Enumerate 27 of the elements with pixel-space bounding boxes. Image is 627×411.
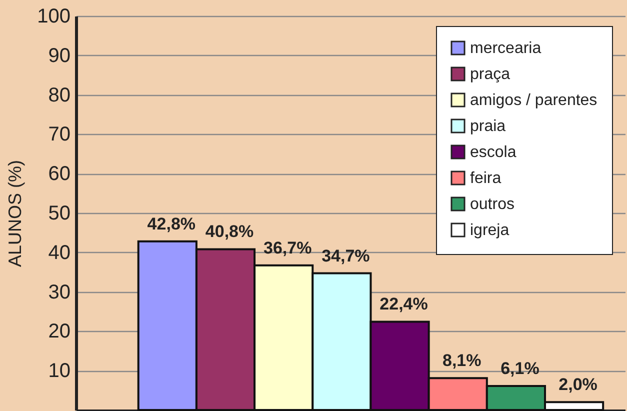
y-tick-label: 30 (48, 281, 70, 304)
y-tick-label: 80 (48, 84, 70, 106)
data-label: 22,4% (380, 294, 428, 314)
legend-label: mercearia (470, 40, 542, 57)
y-tick-label: 70 (48, 124, 70, 146)
legend-label: outros (470, 196, 514, 213)
y-axis-title: ALUNOS (%) (5, 160, 26, 268)
legend-label: igreja (470, 222, 510, 239)
y-tick-label: 90 (48, 44, 70, 67)
legend-label: feira (470, 170, 502, 187)
data-label: 8,1% (442, 351, 482, 370)
y-tick-label: 20 (48, 320, 70, 343)
data-label: 34,7% (322, 246, 370, 266)
data-label: 6,1% (500, 358, 540, 378)
data-label: 42,8% (147, 214, 196, 234)
data-label: 40,8% (205, 222, 254, 242)
legend-label: praça (470, 66, 510, 83)
y-tick-label: 40 (48, 242, 70, 264)
legend-label: amigos / parentes (470, 92, 598, 109)
y-tick-label: 10 (48, 360, 70, 382)
legend-label: escola (470, 144, 516, 161)
legend-label: praia (470, 118, 506, 135)
data-label: 36,7% (263, 238, 312, 258)
y-tick-label: 60 (48, 163, 70, 186)
y-tick-label: 100 (37, 6, 70, 28)
y-tick-label: 50 (48, 202, 70, 224)
data-label: 2,0% (558, 375, 598, 394)
